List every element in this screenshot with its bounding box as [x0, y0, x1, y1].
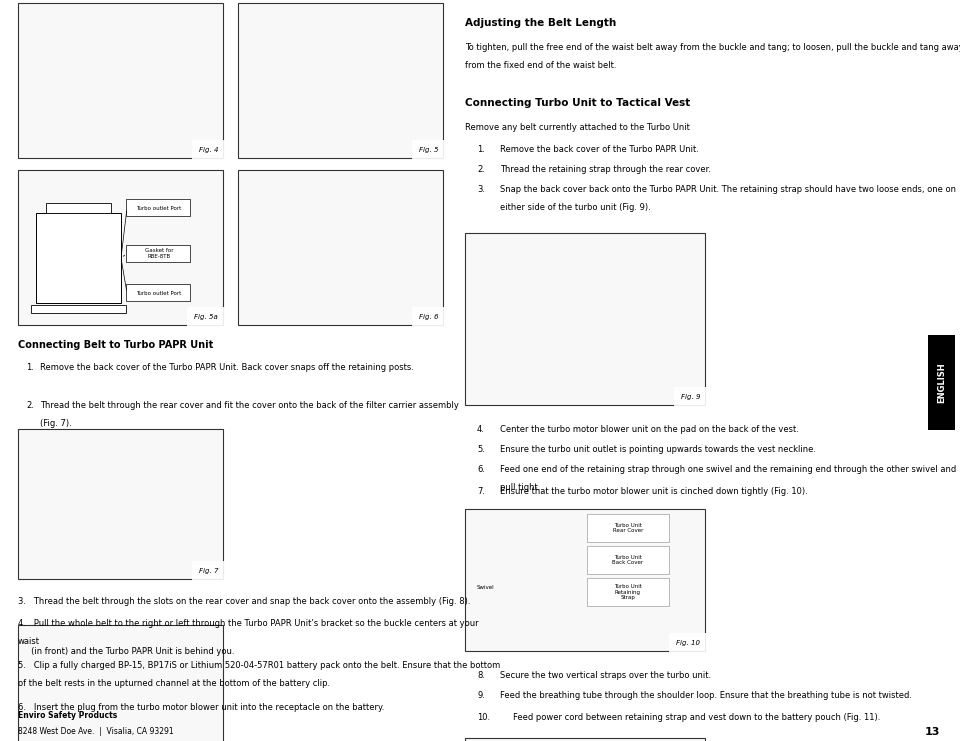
- Text: (Fig. 7).: (Fig. 7).: [40, 419, 72, 428]
- Text: 8.: 8.: [477, 671, 485, 680]
- Text: Ensure the turbo unit outlet is pointing upwards towards the vest neckline.: Ensure the turbo unit outlet is pointing…: [500, 445, 816, 454]
- Text: 1.: 1.: [26, 363, 34, 372]
- Bar: [31, 305, 126, 313]
- Text: 3.: 3.: [477, 185, 485, 194]
- Bar: [46, 203, 111, 213]
- Text: Ensure that the turbo motor blower unit is cinched down tightly (Fig. 10).: Ensure that the turbo motor blower unit …: [500, 487, 807, 496]
- Text: 4.: 4.: [477, 425, 485, 434]
- Text: either side of the turbo unit (Fig. 9).: either side of the turbo unit (Fig. 9).: [500, 203, 651, 212]
- Text: 7.: 7.: [477, 487, 485, 496]
- Text: 10.: 10.: [477, 713, 491, 722]
- Text: 2.: 2.: [26, 401, 34, 410]
- FancyBboxPatch shape: [587, 514, 669, 542]
- Text: Fig. 10: Fig. 10: [676, 640, 700, 646]
- Text: Remove the back cover of the Turbo PAPR Unit. Back cover snaps off the retaining: Remove the back cover of the Turbo PAPR …: [40, 363, 414, 372]
- Bar: [238, 3, 443, 158]
- Text: waist
     (in front) and the Turbo PAPR Unit is behind you.: waist (in front) and the Turbo PAPR Unit…: [18, 637, 234, 657]
- Text: Turbo Unit
Back Cover: Turbo Unit Back Cover: [612, 554, 643, 565]
- FancyBboxPatch shape: [587, 578, 669, 606]
- Text: 8248 West Doe Ave.  |  Visalia, CA 93291: 8248 West Doe Ave. | Visalia, CA 93291: [18, 727, 174, 736]
- FancyBboxPatch shape: [126, 199, 190, 216]
- Bar: [465, 233, 705, 405]
- Bar: [238, 170, 443, 325]
- Text: ENGLISH: ENGLISH: [937, 362, 946, 402]
- Text: Thread the retaining strap through the rear cover.: Thread the retaining strap through the r…: [500, 165, 711, 174]
- Text: Feed one end of the retaining strap through one swivel and the remaining end thr: Feed one end of the retaining strap thro…: [500, 465, 956, 474]
- Text: 6.   Insert the plug from the turbo motor blower unit into the receptacle on the: 6. Insert the plug from the turbo motor …: [18, 703, 384, 712]
- Text: Feed the breathing tube through the shoulder loop. Ensure that the breathing tub: Feed the breathing tube through the shou…: [500, 691, 912, 700]
- Text: Center the turbo motor blower unit on the pad on the back of the vest.: Center the turbo motor blower unit on th…: [500, 425, 799, 434]
- Text: Fig. 9: Fig. 9: [681, 394, 700, 400]
- Text: Turbo outlet Port: Turbo outlet Port: [136, 290, 181, 296]
- Text: Enviro Safety Products: Enviro Safety Products: [18, 711, 117, 720]
- Text: Thread the belt through the rear cover and fit the cover onto the back of the fi: Thread the belt through the rear cover a…: [40, 401, 459, 410]
- Text: Turbo outlet Port: Turbo outlet Port: [136, 205, 181, 210]
- Text: Turbo Unit
Retaining
Strap: Turbo Unit Retaining Strap: [613, 584, 641, 600]
- Text: Turbo Unit
Rear Cover: Turbo Unit Rear Cover: [612, 522, 643, 534]
- Text: Swivel: Swivel: [477, 585, 494, 590]
- Text: Remove the back cover of the Turbo PAPR Unit.: Remove the back cover of the Turbo PAPR …: [500, 145, 699, 154]
- Text: To tighten, pull the free end of the waist belt away from the buckle and tang; t: To tighten, pull the free end of the wai…: [465, 43, 960, 52]
- FancyBboxPatch shape: [587, 546, 669, 574]
- Text: Adjusting the Belt Length: Adjusting the Belt Length: [465, 18, 616, 28]
- Text: Gasket for
RBE-8TB: Gasket for RBE-8TB: [145, 248, 173, 259]
- Text: of the belt rests in the upturned channel at the bottom of the battery clip.: of the belt rests in the upturned channe…: [18, 679, 330, 688]
- FancyBboxPatch shape: [126, 284, 190, 301]
- Text: 2.: 2.: [477, 165, 485, 174]
- Bar: [36, 213, 121, 303]
- Text: 4.   Pull the whole belt to the right or left through the Turbo PAPR Unit’s brac: 4. Pull the whole belt to the right or l…: [18, 619, 479, 628]
- FancyBboxPatch shape: [126, 245, 190, 262]
- Bar: [928, 335, 955, 430]
- Text: pull tight.: pull tight.: [500, 483, 540, 492]
- Bar: [18, 429, 223, 579]
- Text: 1.: 1.: [477, 145, 485, 154]
- Bar: [18, 3, 223, 158]
- Text: from the fixed end of the waist belt.: from the fixed end of the waist belt.: [465, 61, 616, 70]
- Bar: [465, 509, 705, 651]
- Text: Connecting Turbo Unit to Tactical Vest: Connecting Turbo Unit to Tactical Vest: [465, 98, 690, 108]
- Text: Secure the two vertical straps over the turbo unit.: Secure the two vertical straps over the …: [500, 671, 711, 680]
- Text: Remove any belt currently attached to the Turbo Unit: Remove any belt currently attached to th…: [465, 123, 690, 132]
- Bar: [465, 738, 705, 741]
- Bar: [18, 625, 223, 741]
- Text: Fig. 5: Fig. 5: [419, 147, 438, 153]
- Text: Connecting Belt to Turbo PAPR Unit: Connecting Belt to Turbo PAPR Unit: [18, 340, 213, 350]
- Text: Fig. 6: Fig. 6: [419, 314, 438, 320]
- Text: Feed power cord between retaining strap and vest down to the battery pouch (Fig.: Feed power cord between retaining strap …: [513, 713, 880, 722]
- Text: Snap the back cover back onto the Turbo PAPR Unit. The retaining strap should ha: Snap the back cover back onto the Turbo …: [500, 185, 956, 194]
- Text: 9.: 9.: [477, 691, 485, 700]
- Text: 3.   Thread the belt through the slots on the rear cover and snap the back cover: 3. Thread the belt through the slots on …: [18, 597, 470, 606]
- Text: Fig. 5a: Fig. 5a: [194, 314, 218, 320]
- Text: 6.: 6.: [477, 465, 485, 474]
- Text: 5.: 5.: [477, 445, 485, 454]
- Text: 13: 13: [925, 727, 941, 737]
- Text: Fig. 7: Fig. 7: [199, 568, 218, 574]
- Text: 5.   Clip a fully charged BP-15, BP17iS or Lithium 520-04-57R01 battery pack ont: 5. Clip a fully charged BP-15, BP17iS or…: [18, 661, 500, 680]
- Bar: [18, 170, 223, 325]
- Text: Fig. 4: Fig. 4: [199, 147, 218, 153]
